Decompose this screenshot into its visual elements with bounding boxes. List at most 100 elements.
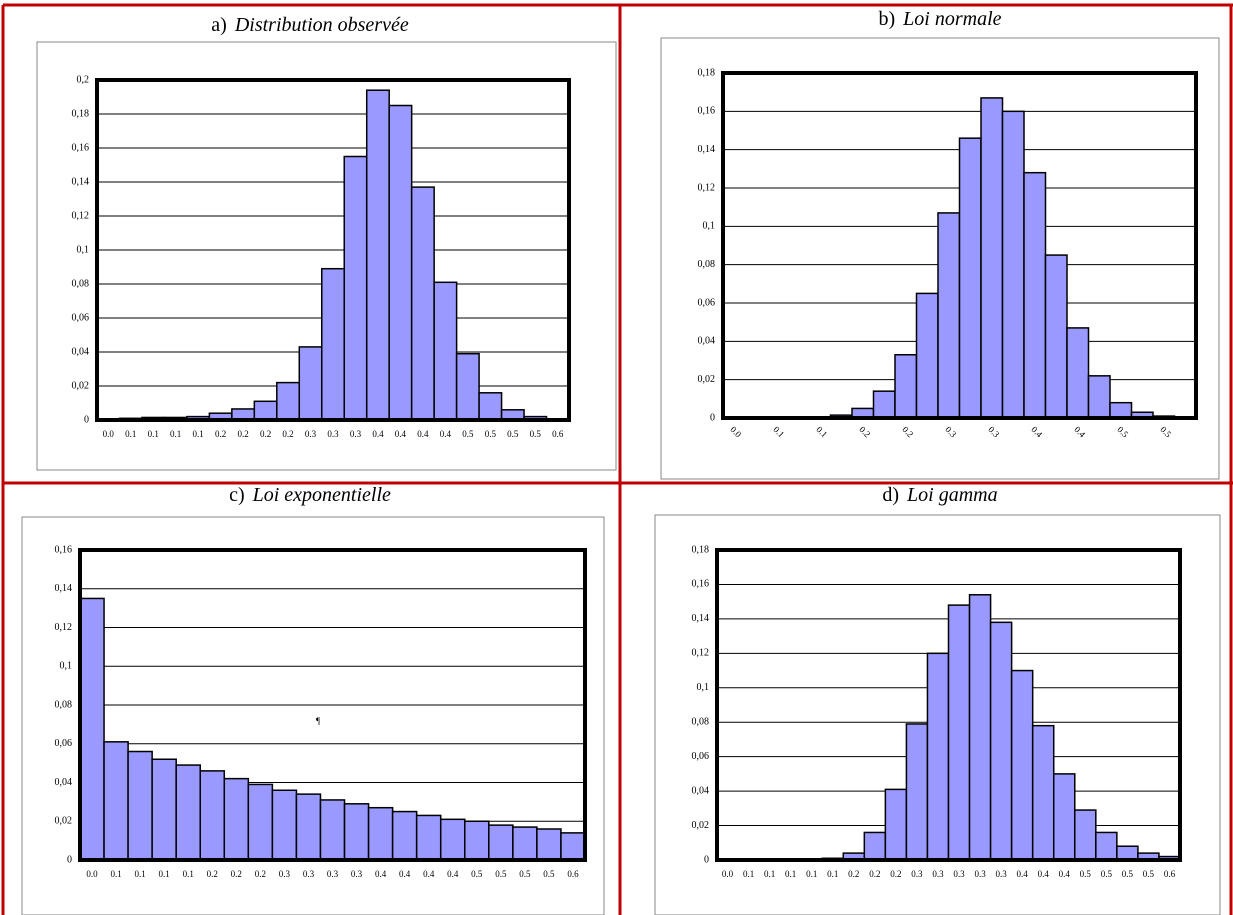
bar <box>276 381 301 421</box>
x-tick-label: 0.2 <box>215 429 226 439</box>
bar <box>343 803 370 861</box>
bar <box>223 777 250 861</box>
y-tick-label: 0,02 <box>692 820 710 831</box>
y-tick-label: 0,06 <box>698 297 716 308</box>
x-tick-label: 0.2 <box>255 869 266 879</box>
chart-title: a) Distribution observée <box>211 14 409 36</box>
x-tick-label: 0.4 <box>423 869 435 879</box>
x-tick-label: 0.4 <box>1038 869 1050 879</box>
x-tick-label: 0.1 <box>148 429 159 439</box>
x-tick-label: 0.1 <box>134 869 145 879</box>
bar <box>1074 809 1097 861</box>
annotation: ¶ <box>316 716 320 726</box>
bar <box>1044 254 1068 419</box>
y-tick-label: 0 <box>704 854 709 865</box>
y-tick-label: 0,06 <box>55 738 73 749</box>
x-tick-label: 0.6 <box>1164 869 1176 879</box>
plot-frame <box>95 78 571 422</box>
y-tick-label: 0,12 <box>692 648 710 659</box>
x-tick-label: 0.3 <box>350 429 362 439</box>
bar <box>980 97 1004 419</box>
y-tick-label: 0,18 <box>72 108 90 119</box>
y-tick-label: 0,02 <box>72 380 90 391</box>
y-tick-label: 0 <box>710 412 715 423</box>
bar <box>319 799 346 861</box>
panel-label: b) <box>878 8 895 30</box>
y-tick-label: 0,08 <box>698 259 716 270</box>
x-tick-label: 0.0 <box>103 429 115 439</box>
bar <box>1031 724 1055 861</box>
y-tick-label: 0,02 <box>55 816 73 827</box>
x-tick-label: 0.4 <box>447 869 459 879</box>
bar <box>968 594 992 861</box>
x-tick-label: 0.2 <box>282 429 293 439</box>
x-tick-label: 0.5 <box>1122 869 1134 879</box>
x-tick-label: 0.3 <box>305 429 317 439</box>
bar <box>989 621 1013 861</box>
bar <box>560 832 586 861</box>
title-text: Distribution observée <box>234 14 409 36</box>
x-tick-label: 0.4 <box>395 429 407 439</box>
y-tick-label: 0,04 <box>55 777 73 788</box>
bar <box>388 104 413 421</box>
bar <box>1095 831 1118 861</box>
y-tick-label: 0,16 <box>698 106 716 117</box>
x-tick-label: 0.3 <box>327 869 339 879</box>
x-tick-label: 0.1 <box>743 869 754 879</box>
x-tick-label: 0.2 <box>237 429 248 439</box>
x-tick-label: 0.0 <box>722 869 734 879</box>
x-tick-label: 0.1 <box>125 429 136 439</box>
bar <box>151 758 177 861</box>
y-tick-label: 0,02 <box>698 374 716 385</box>
bar <box>433 281 458 421</box>
y-tick-label: 0,14 <box>698 144 716 155</box>
y-tick-label: 0,16 <box>692 579 710 590</box>
bar <box>512 826 538 861</box>
bar <box>79 597 105 861</box>
title-text: Loi exponentielle <box>252 484 391 506</box>
x-tick-label: 0.2 <box>890 869 901 879</box>
chart-title: d) Loi gamma <box>882 484 997 506</box>
x-tick-label: 0.2 <box>869 869 880 879</box>
bar <box>365 89 390 421</box>
x-tick-label: 0.5 <box>1080 869 1092 879</box>
x-tick-label: 0.1 <box>159 869 170 879</box>
x-tick-label: 0.1 <box>183 869 194 879</box>
y-tick-label: 0,06 <box>692 751 710 762</box>
bar <box>1109 401 1133 419</box>
bar <box>439 818 466 861</box>
x-tick-label: 0.3 <box>911 869 923 879</box>
panel-label: a) <box>211 14 227 36</box>
x-tick-label: 0.1 <box>764 869 775 879</box>
bar <box>872 390 896 419</box>
y-tick-label: 0,08 <box>692 717 710 728</box>
bar <box>343 155 368 421</box>
y-tick-label: 0,08 <box>55 699 73 710</box>
bar <box>894 354 918 419</box>
bar <box>488 824 514 861</box>
x-tick-label: 0.2 <box>260 429 271 439</box>
bar <box>1010 669 1034 861</box>
x-tick-label: 0.3 <box>279 869 291 879</box>
x-tick-label: 0.4 <box>440 429 452 439</box>
bar <box>905 723 929 861</box>
chart-title: c) Loi exponentielle <box>229 484 391 506</box>
x-tick-label: 0.4 <box>399 869 411 879</box>
y-tick-label: 0,06 <box>72 312 90 323</box>
x-tick-label: 0.5 <box>471 869 483 879</box>
bar <box>464 820 490 861</box>
y-tick-label: 0 <box>84 414 89 425</box>
bar <box>926 652 950 861</box>
x-tick-label: 0.4 <box>375 869 387 879</box>
x-tick-label: 0.3 <box>932 869 944 879</box>
y-tick-label: 0,04 <box>692 785 710 796</box>
bar <box>884 788 908 861</box>
bar <box>367 806 394 861</box>
x-tick-label: 0.3 <box>351 869 363 879</box>
bar <box>1023 171 1047 419</box>
x-tick-label: 0.3 <box>995 869 1007 879</box>
y-tick-label: 0,04 <box>698 336 716 347</box>
x-tick-label: 0.6 <box>552 429 564 439</box>
y-tick-label: 0,04 <box>72 346 90 357</box>
